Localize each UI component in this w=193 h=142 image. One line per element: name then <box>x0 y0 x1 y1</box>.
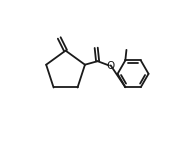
Text: O: O <box>107 61 115 71</box>
